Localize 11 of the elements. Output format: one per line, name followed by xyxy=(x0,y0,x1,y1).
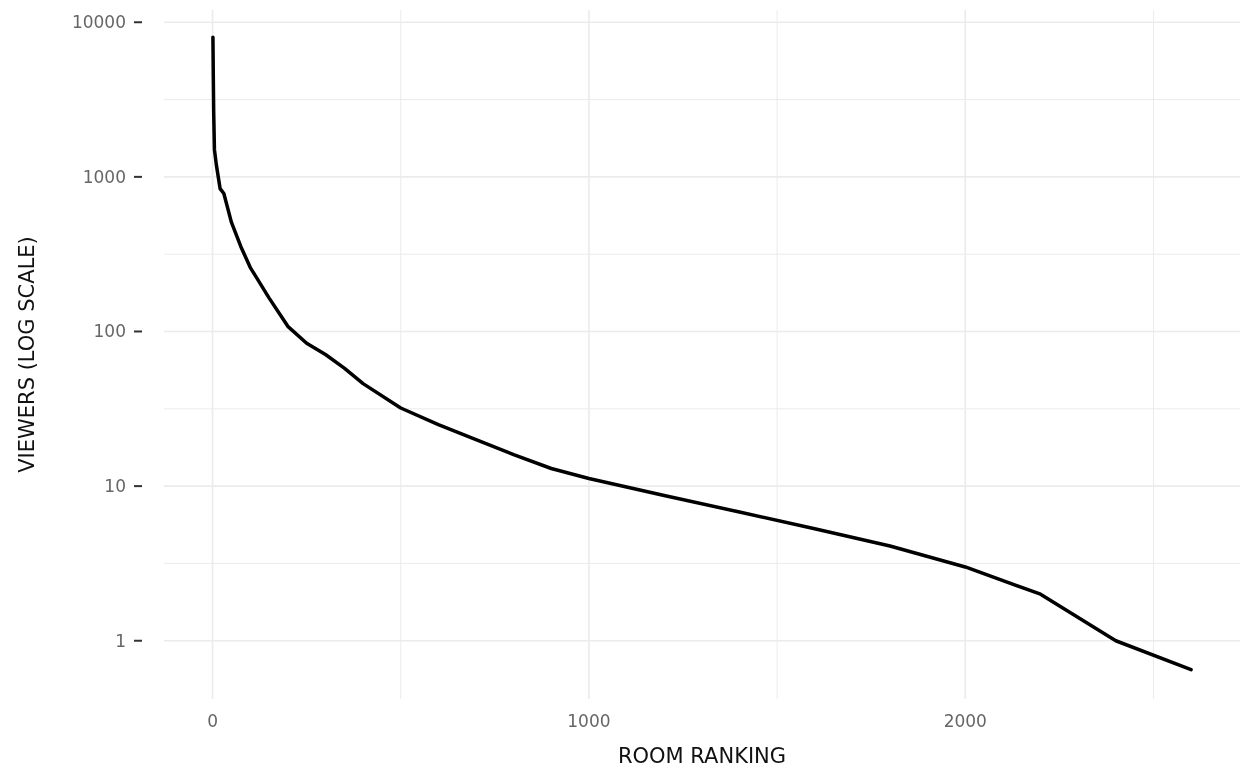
y-tick-label: 1 xyxy=(115,630,126,651)
y-axis-title: VIEWERS (LOG SCALE) xyxy=(15,236,39,473)
x-axis-title: ROOM RANKING xyxy=(617,744,787,768)
y-tick-label: 100 xyxy=(93,321,126,342)
line-series xyxy=(211,35,1193,672)
x-tick-label: 0 xyxy=(207,711,218,731)
y-tick-label: 1000 xyxy=(82,166,126,187)
x-tick-label: 2000 xyxy=(943,711,987,731)
y-tick-label: 10000 xyxy=(71,12,126,33)
x-tick-label: 1000 xyxy=(567,711,611,731)
y-tick-label: 10 xyxy=(104,476,126,497)
